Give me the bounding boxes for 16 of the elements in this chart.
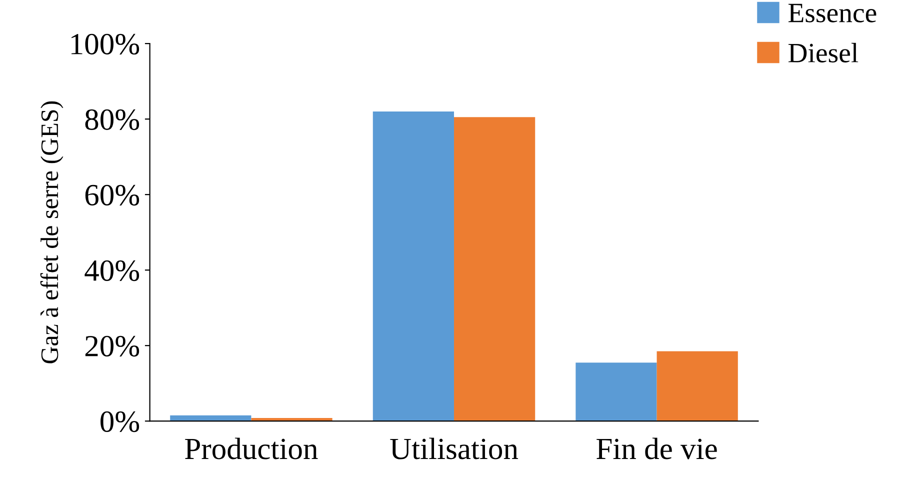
legend-label: Diesel	[788, 42, 858, 62]
x-tick-label: Utilisation	[390, 438, 518, 460]
x-tick-label: Fin de vie	[596, 438, 717, 460]
y-tick-label: 100%	[72, 34, 140, 55]
bar	[576, 362, 657, 422]
legend-label: Essence	[788, 4, 876, 22]
y-tick-label: 0%	[100, 411, 140, 432]
y-tick-label: 20%	[85, 336, 140, 357]
y-axis-title: Gaz à effet de serre (GES)	[40, 101, 64, 364]
bar	[656, 351, 738, 422]
y-tick-label: 40%	[84, 260, 140, 282]
bar	[454, 117, 536, 422]
x-tick-label: Production	[185, 438, 318, 460]
y-tick-label: 60%	[85, 184, 140, 206]
y-tick-label: 80%	[85, 109, 140, 130]
bar	[372, 112, 454, 422]
